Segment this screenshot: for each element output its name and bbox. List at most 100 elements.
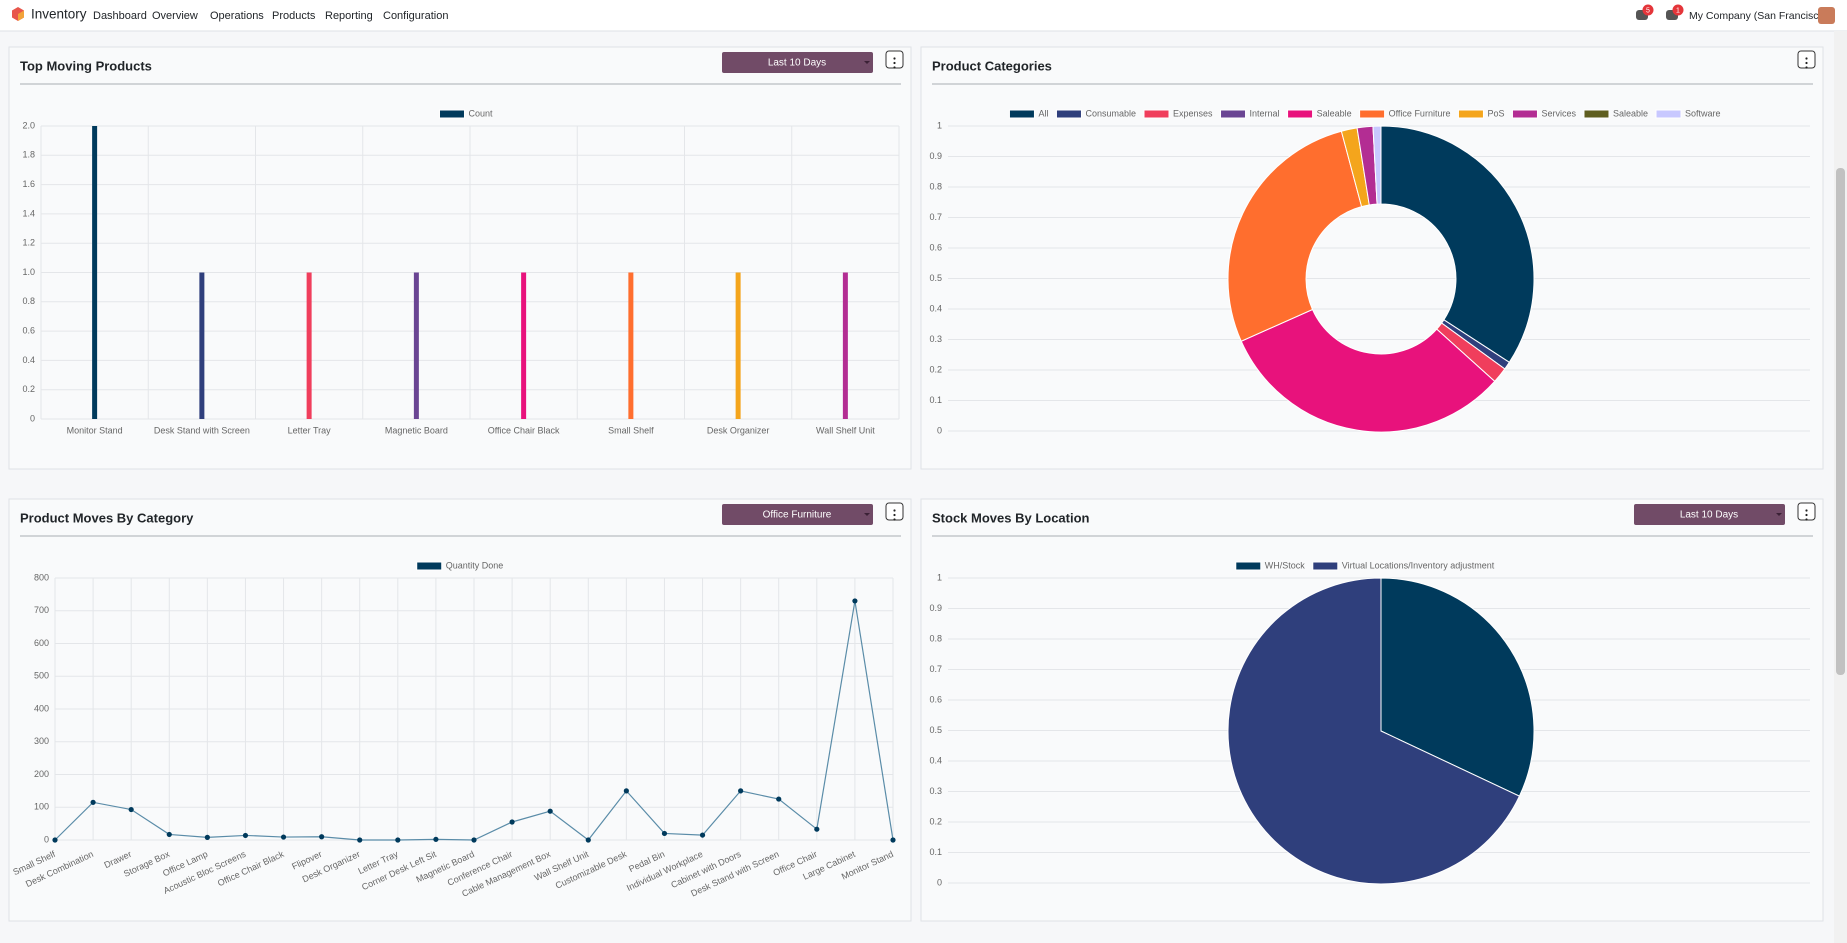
y-tick-label: 0 bbox=[44, 834, 49, 844]
legend-label[interactable]: Software bbox=[1685, 108, 1721, 118]
y-tick-label: 0.8 bbox=[929, 181, 942, 191]
bar[interactable] bbox=[413, 272, 419, 420]
slice[interactable] bbox=[1227, 577, 1521, 885]
bar[interactable] bbox=[735, 272, 741, 420]
point[interactable] bbox=[661, 830, 668, 837]
legend-swatch[interactable] bbox=[1457, 109, 1484, 119]
legend-label[interactable]: Count bbox=[468, 108, 493, 118]
legend-swatch[interactable] bbox=[1655, 109, 1682, 119]
legend-label[interactable]: Consumable bbox=[1085, 108, 1136, 118]
point[interactable] bbox=[471, 837, 477, 843]
legend-label[interactable]: Services bbox=[1541, 108, 1576, 118]
y-tick-label: 0.9 bbox=[929, 603, 942, 613]
point[interactable] bbox=[357, 837, 363, 843]
y-tick-label: 0.6 bbox=[929, 242, 942, 252]
legend-swatch[interactable] bbox=[416, 561, 443, 571]
point[interactable] bbox=[699, 832, 706, 838]
legend-swatch[interactable] bbox=[1220, 109, 1247, 119]
y-tick-label: 0.2 bbox=[22, 384, 35, 394]
legend-swatch[interactable] bbox=[1359, 109, 1386, 119]
bar[interactable] bbox=[199, 272, 205, 420]
slice[interactable] bbox=[1227, 130, 1363, 342]
company-name[interactable]: My Company (San Francisco) bbox=[1689, 10, 1828, 22]
menu-dot bbox=[893, 509, 896, 512]
legend-swatch[interactable] bbox=[438, 109, 465, 119]
legend-swatch[interactable] bbox=[1583, 109, 1610, 119]
point[interactable] bbox=[852, 598, 858, 604]
legend-label[interactable]: Quantity Done bbox=[446, 560, 504, 570]
legend-label[interactable]: Office Furniture bbox=[1389, 108, 1451, 118]
point[interactable] bbox=[242, 832, 249, 839]
legend-swatch[interactable] bbox=[1312, 561, 1339, 571]
legend-label[interactable]: PoS bbox=[1487, 108, 1504, 118]
menu-item[interactable]: Configuration bbox=[383, 10, 448, 22]
x-tick-label: Wall Shelf Unit bbox=[816, 425, 875, 435]
y-tick-label: 800 bbox=[34, 572, 49, 582]
y-tick-label: 1 bbox=[937, 572, 942, 582]
point[interactable] bbox=[166, 831, 172, 838]
point[interactable] bbox=[280, 834, 287, 840]
legend-label[interactable]: Expenses bbox=[1173, 108, 1213, 118]
slice[interactable] bbox=[1240, 308, 1496, 433]
filter-button[interactable] bbox=[1634, 504, 1785, 525]
legend-label[interactable]: Internal bbox=[1250, 108, 1280, 118]
menu-item[interactable]: Operations bbox=[210, 10, 264, 22]
point[interactable] bbox=[509, 819, 515, 825]
y-tick-label: 0.2 bbox=[929, 816, 942, 826]
point[interactable] bbox=[890, 837, 896, 843]
legend-swatch[interactable] bbox=[1008, 109, 1035, 119]
legend-label[interactable]: WH/Stock bbox=[1265, 560, 1306, 570]
filter-label[interactable]: Last 10 Days bbox=[1680, 510, 1738, 521]
menu-item[interactable]: Overview bbox=[152, 10, 198, 22]
slice[interactable] bbox=[1372, 125, 1382, 205]
legend-label[interactable]: All bbox=[1038, 108, 1048, 118]
point[interactable] bbox=[319, 834, 325, 840]
panel: Product Moves By Category Office Furnitur… bbox=[8, 498, 912, 922]
legend-swatch[interactable] bbox=[1143, 109, 1170, 119]
y-tick-label: 700 bbox=[34, 605, 49, 615]
point[interactable] bbox=[90, 799, 96, 805]
point[interactable] bbox=[204, 834, 210, 840]
legend-label[interactable]: Saleable bbox=[1613, 108, 1648, 118]
scrollbar-thumb[interactable] bbox=[1836, 168, 1845, 675]
point[interactable] bbox=[547, 808, 553, 814]
filter-label[interactable]: Last 10 Days bbox=[768, 58, 826, 69]
point[interactable] bbox=[814, 826, 820, 832]
bar[interactable] bbox=[521, 272, 527, 420]
menu-dot bbox=[1805, 66, 1808, 69]
slice[interactable] bbox=[1380, 577, 1535, 797]
point[interactable] bbox=[433, 836, 439, 842]
bar[interactable] bbox=[92, 126, 98, 419]
menu-item[interactable]: Products bbox=[272, 10, 316, 22]
x-tick-label: Monitor Stand bbox=[67, 425, 123, 435]
app-name[interactable]: Inventory bbox=[31, 7, 87, 22]
point[interactable] bbox=[52, 837, 58, 843]
panel-title: Stock Moves By Location bbox=[932, 510, 1090, 525]
legend-swatch[interactable] bbox=[1235, 561, 1262, 571]
y-tick-label: 0 bbox=[30, 413, 35, 423]
menu-item[interactable]: Dashboard bbox=[93, 10, 147, 22]
filter-button[interactable] bbox=[722, 504, 873, 525]
y-tick-label: 0.8 bbox=[22, 296, 35, 306]
menu-item[interactable]: Reporting bbox=[325, 10, 373, 22]
point[interactable] bbox=[585, 837, 591, 843]
bar[interactable] bbox=[842, 272, 848, 420]
panel: Stock Moves By Location Last 10 Days WH/St… bbox=[920, 498, 1824, 922]
legend-label[interactable]: Virtual Locations/Inventory adjustment bbox=[1342, 560, 1495, 570]
point[interactable] bbox=[395, 837, 401, 843]
y-tick-label: 0.7 bbox=[929, 212, 942, 222]
filter-label[interactable]: Office Furniture bbox=[763, 510, 832, 521]
bar[interactable] bbox=[306, 272, 312, 420]
legend-swatch[interactable] bbox=[1511, 109, 1538, 119]
avatar[interactable] bbox=[1818, 7, 1835, 24]
legend-swatch[interactable] bbox=[1287, 109, 1314, 119]
bar[interactable] bbox=[628, 272, 634, 420]
filter-button[interactable] bbox=[722, 52, 873, 73]
slice[interactable] bbox=[1380, 125, 1535, 364]
point[interactable] bbox=[128, 806, 134, 813]
point[interactable] bbox=[776, 796, 782, 802]
legend-label[interactable]: Saleable bbox=[1317, 108, 1352, 118]
legend-swatch[interactable] bbox=[1055, 109, 1082, 119]
point[interactable] bbox=[738, 788, 744, 794]
point[interactable] bbox=[623, 788, 629, 794]
